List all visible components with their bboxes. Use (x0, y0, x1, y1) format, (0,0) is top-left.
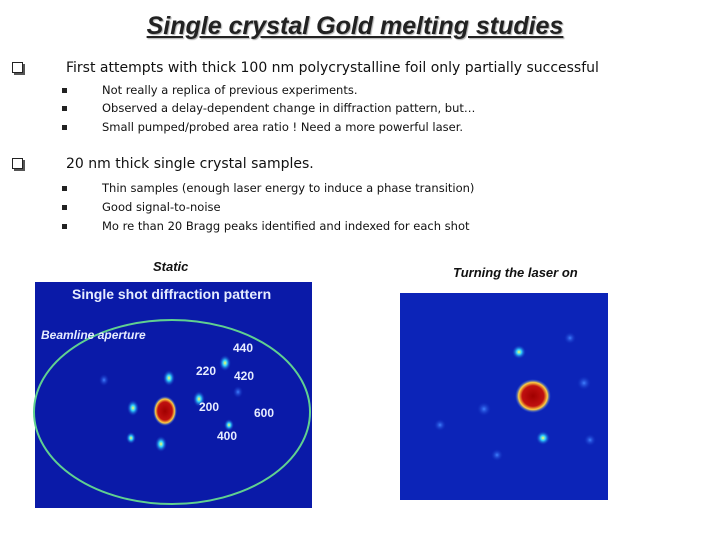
sub-marker (62, 106, 67, 111)
bullet-marker (12, 158, 23, 169)
sub-bullet: Thin samples (enough laser energy to ind… (102, 181, 475, 195)
sub-bullet: Mo re than 20 Bragg peaks identified and… (102, 219, 470, 233)
image-title: Single shot diffraction pattern (72, 286, 271, 302)
peak-label: 440 (233, 341, 253, 355)
sub-bullet: Small pumped/probed area ratio ! Need a … (102, 120, 464, 134)
peak-label: 420 (234, 369, 254, 383)
bullet: First attempts with thick 100 nm polycry… (66, 60, 599, 76)
static-image: Single shot diffraction pattern Beamline… (33, 282, 312, 508)
laser-image (400, 293, 608, 500)
title: Single crystal Gold melting studies (146, 12, 564, 40)
image-note: Beamline aperture (41, 328, 146, 342)
sub-marker (62, 186, 67, 191)
peak-label: 600 (254, 406, 274, 420)
sub-marker (62, 125, 67, 130)
sub-marker (62, 205, 67, 210)
sub-bullet: Not really a replica of previous experim… (102, 83, 358, 97)
bullet-marker (12, 62, 23, 73)
peak-label: 220 (196, 364, 216, 378)
peak-label: 400 (217, 429, 237, 443)
sub-marker (62, 224, 67, 229)
bullet: 20 nm thick single crystal samples. (66, 156, 314, 172)
caption: Static (153, 259, 189, 274)
sub-marker (62, 88, 67, 93)
sub-bullet: Observed a delay-dependent change in dif… (102, 101, 476, 115)
sub-bullet: Good signal-to-noise (102, 200, 221, 214)
caption: Turning the laser on (453, 265, 578, 280)
peak-label: 200 (199, 400, 219, 414)
